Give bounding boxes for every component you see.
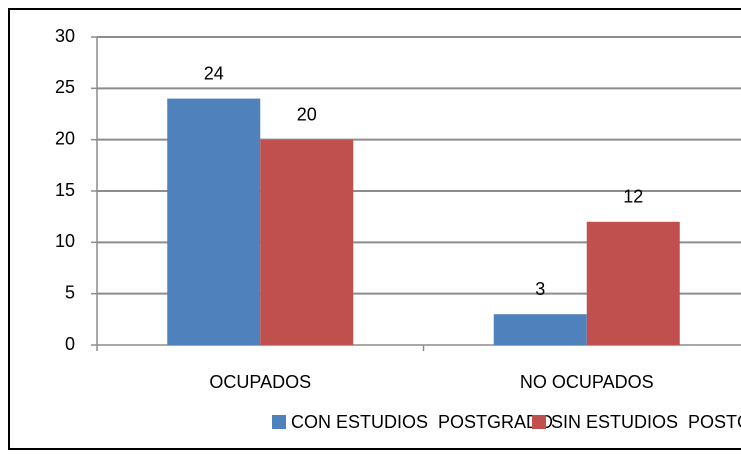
data-label: 24	[204, 63, 224, 83]
y-tick-label: 25	[55, 77, 75, 97]
y-tick-label: 20	[55, 128, 75, 148]
y-tick-label: 30	[55, 26, 75, 46]
legend-label: SIN ESTUDIOS POSTGRADO	[551, 412, 741, 432]
legend-swatch	[532, 415, 546, 429]
y-tick-label: 15	[55, 180, 75, 200]
x-tick-label: NO OCUPADOS	[520, 372, 654, 392]
data-label: 3	[535, 279, 545, 299]
bar	[493, 314, 587, 345]
legend-label: CON ESTUDIOS POSTGRADO	[291, 412, 553, 432]
x-tick-label: OCUPADOS	[209, 372, 311, 392]
legend-swatch	[272, 415, 286, 429]
y-tick-label: 0	[65, 334, 75, 354]
data-label: 20	[297, 104, 317, 124]
y-tick-label: 5	[65, 282, 75, 302]
bar	[167, 98, 261, 345]
data-label: 12	[623, 187, 643, 207]
y-tick-label: 10	[55, 231, 75, 251]
bar	[260, 139, 354, 345]
bar	[586, 221, 680, 345]
